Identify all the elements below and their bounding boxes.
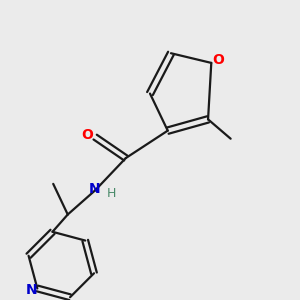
Text: O: O bbox=[81, 128, 93, 142]
Text: H: H bbox=[107, 187, 117, 200]
Text: N: N bbox=[89, 182, 100, 196]
Text: N: N bbox=[26, 283, 37, 297]
Text: O: O bbox=[212, 53, 224, 67]
